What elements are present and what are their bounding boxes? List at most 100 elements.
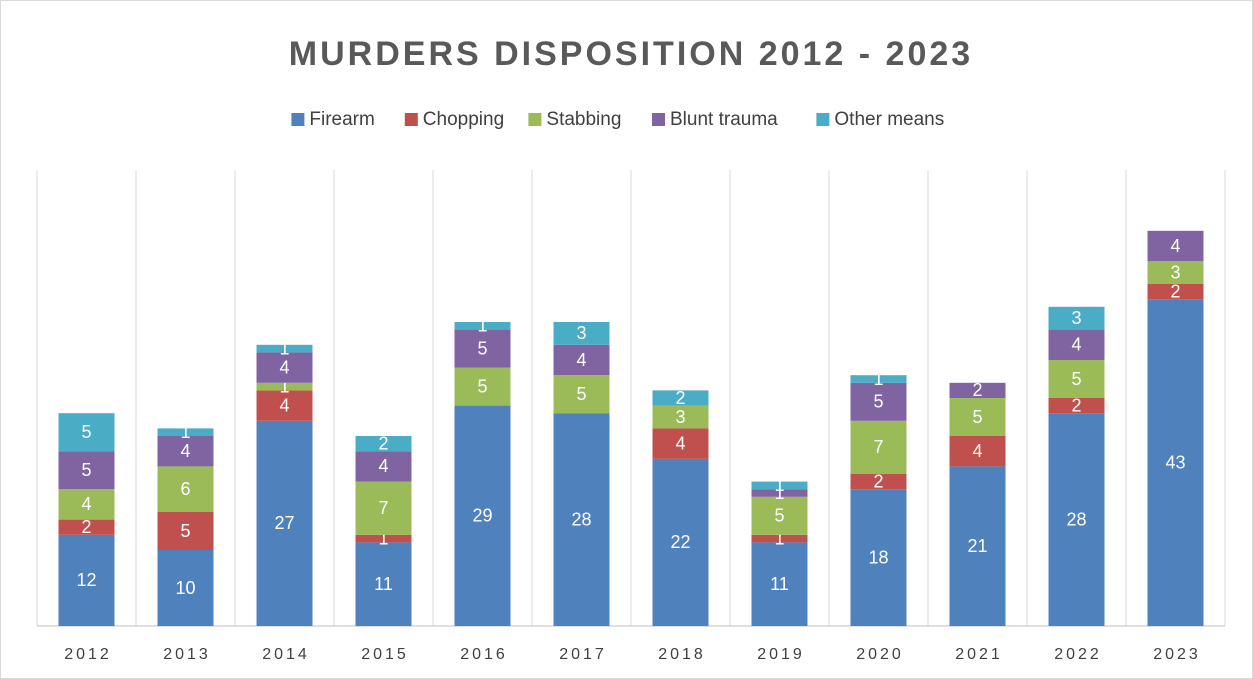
x-tick-label: 2018: [658, 646, 706, 663]
data-label: 12: [76, 570, 96, 590]
bar-segment: [58, 451, 115, 490]
x-tick-label: 2022: [1054, 646, 1102, 663]
x-tick-label: 2019: [757, 646, 805, 663]
legend-label: Firearm: [309, 109, 374, 130]
bar-segment: [157, 428, 214, 436]
legend-label: Chopping: [423, 109, 504, 130]
legend-label: Blunt trauma: [670, 109, 778, 130]
data-label: 2: [81, 517, 91, 537]
data-label: 10: [175, 578, 195, 598]
data-label: 1: [279, 338, 289, 358]
bar-segment: [157, 436, 214, 467]
bar-segment: [58, 534, 115, 626]
bar-segment: [454, 322, 511, 330]
data-label: 28: [571, 509, 591, 529]
data-label: 1: [378, 528, 388, 548]
data-label: 1: [180, 422, 190, 442]
bar-segment: [256, 382, 313, 391]
bar-segment: [652, 428, 709, 459]
bar-segment: [850, 420, 907, 474]
data-label: 11: [770, 574, 789, 594]
bar-segment: [454, 329, 511, 368]
bar-segment: [355, 436, 412, 452]
data-label: 1: [873, 369, 883, 389]
bar-segment: [355, 542, 412, 626]
data-label: 22: [670, 532, 690, 552]
data-label: 1: [279, 376, 289, 396]
bar-segment: [454, 367, 511, 406]
bar-segment: [58, 413, 115, 452]
data-label: 5: [576, 384, 586, 404]
data-label: 5: [180, 521, 190, 541]
bar-segment: [1048, 360, 1105, 398]
data-label: 4: [972, 441, 982, 461]
data-label: 4: [675, 433, 685, 453]
data-label: 3: [1170, 262, 1180, 282]
legend-label: Other means: [834, 109, 944, 130]
bar-segment: [157, 550, 214, 626]
chart-title: MURDERS DISPOSITION 2012 - 2023: [289, 35, 973, 73]
data-label: 4: [279, 357, 289, 377]
bar-segment: [58, 489, 115, 520]
bar-segment: [553, 344, 610, 376]
data-label: 2: [1170, 281, 1180, 301]
x-tick-label: 2015: [361, 646, 409, 663]
bar-segment: [949, 382, 1006, 398]
data-label: 21: [967, 536, 987, 556]
bar-segment: [850, 382, 907, 421]
data-label: 5: [477, 338, 487, 358]
legend-swatch: [652, 113, 665, 126]
x-tick-label: 2012: [64, 646, 112, 663]
bar-segment: [355, 481, 412, 535]
data-label: 2: [1071, 395, 1081, 415]
bar-segment: [553, 322, 610, 345]
data-label: 4: [1170, 236, 1180, 256]
data-label: 5: [774, 506, 784, 526]
legend-swatch: [528, 113, 542, 126]
bar-segment: [751, 496, 808, 535]
data-label: 2: [675, 388, 685, 408]
bar-segment: [355, 451, 412, 482]
bar-segment: [256, 352, 313, 383]
x-tick-label: 2020: [856, 646, 904, 663]
bar-segment: [652, 458, 709, 626]
data-label: 7: [873, 437, 883, 457]
legend-swatch: [404, 113, 418, 126]
x-tick-label: 2017: [559, 646, 607, 663]
x-tick-label: 2014: [262, 646, 310, 663]
bar-segment: [751, 489, 808, 497]
bar-segment: [256, 390, 313, 421]
data-label: 5: [477, 376, 487, 396]
bar-segment: [1147, 230, 1204, 262]
data-label: 2: [972, 380, 982, 400]
bar-segment: [1147, 284, 1204, 300]
bar-segment: [1048, 306, 1105, 330]
bar-segment: [58, 519, 115, 535]
data-label: 4: [1071, 335, 1081, 355]
bar-segment: [652, 390, 709, 406]
bar-segment: [1147, 299, 1204, 626]
bar-segment: [949, 466, 1006, 626]
x-tick-label: 2021: [955, 646, 1003, 663]
bar-segment: [553, 375, 610, 414]
data-label: 5: [1071, 369, 1081, 389]
bar-segment: [1048, 398, 1105, 414]
bar-segment: [454, 405, 511, 626]
data-label: 4: [378, 456, 388, 476]
bar-segment: [1048, 413, 1105, 626]
data-label: 5: [873, 392, 883, 412]
data-label: 43: [1165, 452, 1185, 472]
data-label: 5: [81, 422, 91, 442]
data-label: 5: [81, 460, 91, 480]
data-label: 27: [274, 513, 294, 533]
legend-label: Stabbing: [546, 109, 621, 130]
bar-segment: [850, 375, 907, 383]
data-label: 4: [180, 441, 190, 461]
data-label: 18: [868, 547, 888, 567]
bar-segment: [751, 534, 808, 543]
bar-segment: [652, 405, 709, 429]
data-label: 6: [180, 479, 190, 499]
data-label: 4: [576, 350, 586, 370]
data-label: 5: [972, 407, 982, 427]
